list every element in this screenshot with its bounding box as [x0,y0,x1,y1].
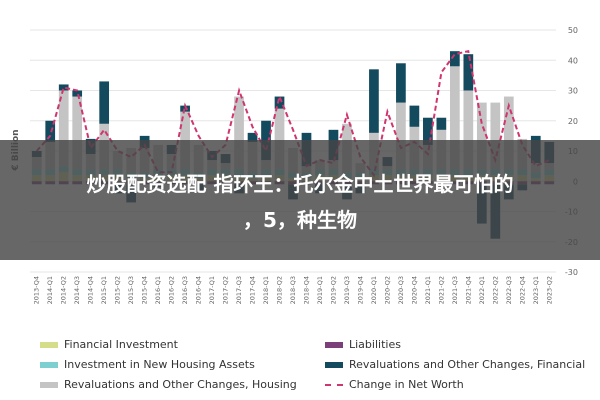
y-tick-label: 20 [568,117,578,126]
x-tick-label: 2021-Q4 [464,276,472,304]
y-tick-label: 30 [568,87,578,96]
x-tick-label: 2023-Q1 [532,276,540,304]
legend-item-reval-housing: Revaluations and Other Changes, Housing [40,378,297,391]
x-axis-ticks: 2013-Q4 2014-Q1 2014-Q2 2014-Q3 2014-Q4 2015-… [33,276,554,304]
bar [449,51,460,67]
y-tick-label: 50 [568,26,578,35]
x-tick-label: 2019-Q4 [356,276,364,304]
legend-item-financial-investment: Financial Investment [40,338,178,351]
bar [436,117,447,130]
bar [274,96,285,109]
legend-label: Change in Net Worth [349,378,464,391]
legend-item-net-worth: Change in Net Worth [325,378,464,391]
bar [247,132,258,142]
x-tick-label: 2021-Q1 [424,276,432,304]
x-tick-label: 2015-Q3 [127,276,135,304]
x-tick-label: 2014-Q4 [87,276,95,304]
bar [396,63,406,103]
x-tick-label: 2014-Q1 [46,276,54,304]
bar [180,105,190,112]
y-tick-label: 40 [568,56,578,65]
x-tick-label: 2019-Q2 [329,276,337,304]
x-tick-label: 2017-Q3 [235,276,243,304]
bar [72,96,83,170]
x-tick-label: 2023-Q2 [545,276,553,304]
x-tick-label: 2016-Q1 [154,276,162,304]
x-tick-label: 2017-Q4 [249,276,257,304]
x-tick-label: 2016-Q4 [195,276,203,304]
overlay-banner [0,140,600,260]
legend-label: Financial Investment [64,338,178,351]
x-tick-label: 2020-Q2 [383,276,391,304]
y-tick-label: -30 [565,268,578,277]
legend-label: Revaluations and Other Changes, Housing [64,378,297,391]
bar [58,90,69,167]
x-tick-label: 2016-Q3 [181,276,189,304]
overlay-text: 炒股配资选配 指环王：托尔金中土世界最可怕的 ，5，种生物 [0,166,600,238]
bar [409,105,420,127]
x-tick-label: 2016-Q2 [168,276,176,304]
bar [58,84,69,91]
x-tick-label: 2020-Q4 [410,276,418,304]
legend-swatch [325,341,343,348]
bar [476,102,487,170]
x-tick-label: 2020-Q3 [397,276,405,304]
legend-item-liabilities: Liabilities [325,338,401,351]
overlay-line-2: ，5，种生物 [243,208,357,232]
x-tick-label: 2022-Q2 [491,276,499,304]
bar [72,90,83,97]
bar [369,69,379,133]
legend-item-reval-financial: Revaluations and Other Changes, Financia… [325,358,585,371]
x-tick-label: 2017-Q2 [222,276,230,304]
x-tick-label: 2018-Q3 [289,276,297,304]
legend: Financial Investment Liabilities Investm… [0,330,600,400]
bar [99,81,110,124]
x-tick-label: 2018-Q1 [262,276,270,304]
x-tick-label: 2021-Q3 [451,276,459,304]
bar [234,96,244,170]
legend-label: Investment in New Housing Assets [64,358,255,371]
x-tick-label: 2022-Q3 [505,276,513,304]
legend-swatch [325,361,343,368]
legend-swatch [40,341,58,348]
x-tick-label: 2017-Q1 [208,276,216,304]
legend-swatch [40,381,58,388]
bar [463,90,474,170]
x-tick-label: 2013-Q4 [33,276,41,304]
bar [503,96,514,170]
legend-swatch-dash [325,383,343,386]
x-tick-label: 2015-Q2 [114,276,122,304]
overlay-line-1: 炒股配资选配 指环王：托尔金中土世界最可怕的 [86,172,514,196]
legend-item-new-housing: Investment in New Housing Assets [40,358,255,371]
bar [274,108,285,170]
legend-label: Revaluations and Other Changes, Financia… [349,358,586,371]
bar [45,120,56,142]
bar [490,102,501,170]
x-tick-label: 2022-Q4 [518,276,526,304]
x-tick-label: 2022-Q1 [478,276,486,304]
x-tick-label: 2015-Q4 [141,276,149,304]
bar [396,102,406,170]
bar [463,54,474,91]
bar [423,117,433,145]
x-tick-label: 2018-Q2 [276,276,284,304]
x-tick-label: 2015-Q1 [100,276,108,304]
x-tick-label: 2018-Q4 [302,276,310,304]
legend-swatch [40,361,58,368]
x-tick-label: 2019-Q3 [343,276,351,304]
legend-label: Liabilities [349,338,401,351]
bar [449,66,460,170]
x-tick-label: 2014-Q3 [73,276,81,304]
x-tick-label: 2020-Q1 [370,276,378,304]
x-tick-label: 2019-Q1 [316,276,324,304]
x-tick-label: 2014-Q2 [60,276,68,304]
x-tick-label: 2021-Q2 [437,276,445,304]
